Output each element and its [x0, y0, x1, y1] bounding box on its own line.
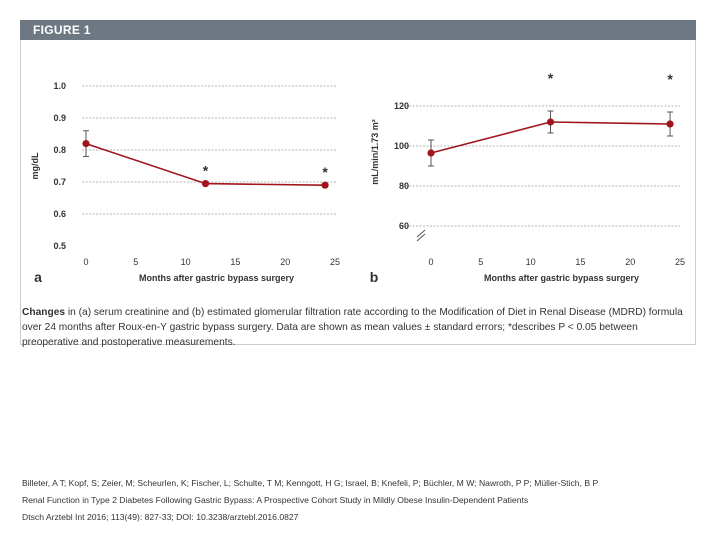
- y-tick-label: 80: [399, 181, 409, 191]
- y-tick-label: 0.8: [53, 145, 66, 155]
- panel-label: b: [370, 269, 379, 285]
- x-tick-label: 25: [330, 257, 340, 267]
- citation-title: Renal Function in Type 2 Diabetes Follow…: [22, 495, 529, 505]
- x-tick-label: 0: [83, 257, 88, 267]
- y-tick-label: 120: [394, 101, 409, 111]
- figure-frame: [20, 40, 696, 345]
- data-point: [666, 120, 674, 128]
- data-point: [321, 181, 329, 189]
- data-point: [201, 180, 210, 188]
- axis-break-mark: [416, 229, 426, 238]
- x-axis-label: Months after gastric bypass surgery: [484, 273, 639, 283]
- significance-marker: *: [322, 164, 328, 180]
- x-tick-label: 25: [675, 257, 685, 267]
- citation-journal: Dtsch Arztebl Int 2016; 113(49): 827-33;…: [22, 512, 299, 522]
- y-axis-label: mL/min/1.73 m²: [370, 119, 380, 185]
- chart-area: 1.0 0.9 0.8 0.7 0.6 0.5 0 5 10 15 20 25 Months after…: [30, 70, 685, 285]
- figure-header: FIGURE 1: [20, 20, 696, 40]
- x-tick-label: 5: [478, 257, 483, 267]
- y-tick-label: 100: [394, 141, 409, 151]
- x-tick-label: 20: [625, 257, 635, 267]
- axis-break-mark: [416, 233, 426, 242]
- x-tick-label: 15: [575, 257, 585, 267]
- data-point: [82, 140, 90, 148]
- y-tick-label: 0.9: [53, 113, 66, 123]
- panel-label: a: [34, 269, 42, 285]
- x-axis-label: Months after gastric bypass surgery: [139, 273, 294, 283]
- data-point: [427, 149, 435, 157]
- significance-marker: *: [203, 163, 209, 179]
- y-tick-label: 0.6: [53, 209, 66, 219]
- y-tick-label: 0.5: [53, 241, 66, 251]
- x-tick-label: 10: [181, 257, 191, 267]
- x-tick-label: 15: [230, 257, 240, 267]
- figure-label: FIGURE 1: [33, 23, 91, 37]
- caption-text: in (a) serum creatinine and (b) estimate…: [22, 307, 683, 348]
- x-tick-label: 5: [133, 257, 138, 267]
- citation: Billeter, A T; Kopf, S; Zeier, M; Scheur…: [22, 475, 702, 526]
- figure: FIGURE 1: [20, 20, 696, 346]
- y-axis-label: mg/dL: [30, 152, 40, 179]
- y-tick-label: 1.0: [53, 81, 66, 91]
- y-tick-label: 60: [399, 221, 409, 231]
- data-point: [546, 118, 555, 126]
- caption-bold: Changes: [22, 307, 66, 318]
- figure-caption: Changes in (a) serum creatinine and (b) …: [22, 305, 690, 350]
- citation-authors: Billeter, A T; Kopf, S; Zeier, M; Scheur…: [22, 478, 599, 488]
- y-tick-label: 0.7: [53, 177, 66, 187]
- x-tick-label: 20: [280, 257, 290, 267]
- x-tick-label: 10: [526, 257, 536, 267]
- x-tick-label: 0: [428, 257, 433, 267]
- significance-marker: *: [667, 71, 673, 87]
- significance-marker: *: [548, 70, 554, 86]
